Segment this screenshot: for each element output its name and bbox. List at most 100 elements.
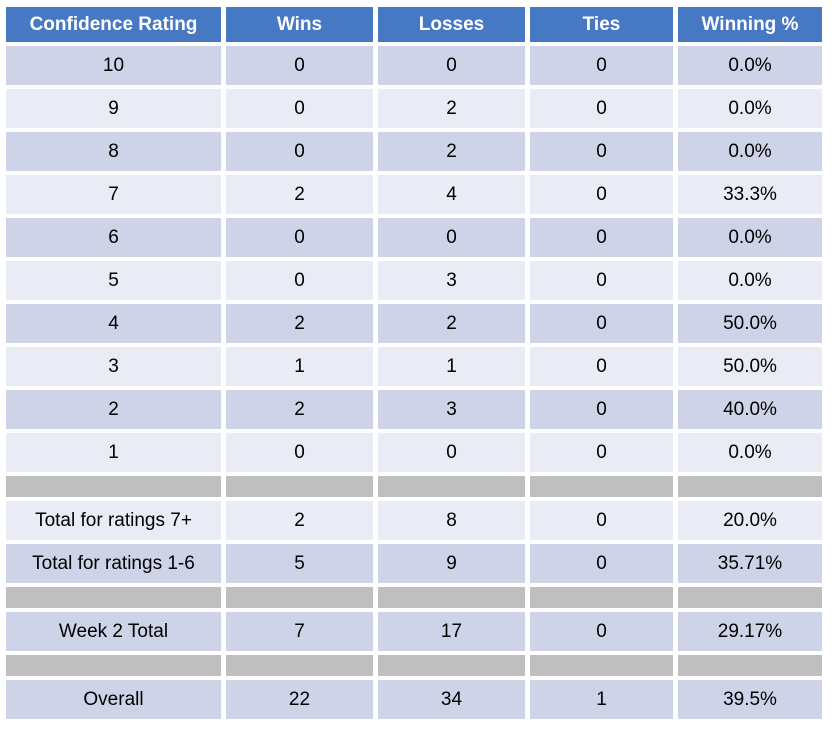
losses-cell: 17 — [378, 612, 525, 651]
separator-cell — [226, 655, 373, 676]
losses-cell: 2 — [378, 304, 525, 343]
rating-label-cell: Total for ratings 7+ — [6, 501, 221, 540]
winning-pct-cell: 29.17% — [678, 612, 822, 651]
separator-cell — [678, 587, 822, 608]
rating-label-cell: 2 — [6, 390, 221, 429]
wins-cell: 0 — [226, 433, 373, 472]
winning-pct-cell: 0.0% — [678, 46, 822, 85]
separator-cell — [530, 587, 673, 608]
ties-cell: 0 — [530, 347, 673, 386]
rating-label-cell: Week 2 Total — [6, 612, 221, 651]
wins-cell: 2 — [226, 390, 373, 429]
wins-cell: 2 — [226, 501, 373, 540]
table-row: 10 0 0 0 0.0% — [6, 46, 822, 85]
table-row: 6 0 0 0 0.0% — [6, 218, 822, 257]
winning-pct-cell: 39.5% — [678, 680, 822, 719]
ties-cell: 0 — [530, 175, 673, 214]
ties-cell: 0 — [530, 433, 673, 472]
rating-label-cell: 9 — [6, 89, 221, 128]
wins-cell: 7 — [226, 612, 373, 651]
separator-cell — [6, 587, 221, 608]
losses-cell: 4 — [378, 175, 525, 214]
losses-cell: 1 — [378, 347, 525, 386]
ties-cell: 0 — [530, 46, 673, 85]
separator-cell — [678, 476, 822, 497]
header-ties: Ties — [530, 7, 673, 42]
wins-cell: 5 — [226, 544, 373, 583]
losses-cell: 0 — [378, 433, 525, 472]
table-row: Total for ratings 1-6 5 9 0 35.71% — [6, 544, 822, 583]
table-row: Week 2 Total 7 17 0 29.17% — [6, 612, 822, 651]
wins-cell: 0 — [226, 46, 373, 85]
table-row: Overall 22 34 1 39.5% — [6, 680, 822, 719]
rating-label-cell: Overall — [6, 680, 221, 719]
table-row: 1 0 0 0 0.0% — [6, 433, 822, 472]
rating-label-cell: Total for ratings 1-6 — [6, 544, 221, 583]
wins-cell: 1 — [226, 347, 373, 386]
separator-cell — [226, 476, 373, 497]
ties-cell: 0 — [530, 218, 673, 257]
separator-cell — [6, 655, 221, 676]
rating-label-cell: 4 — [6, 304, 221, 343]
winning-pct-cell: 20.0% — [678, 501, 822, 540]
table-row: 3 1 1 0 50.0% — [6, 347, 822, 386]
header-confidence-rating: Confidence Rating — [6, 7, 221, 42]
ties-cell: 0 — [530, 501, 673, 540]
rating-label-cell: 10 — [6, 46, 221, 85]
ties-cell: 0 — [530, 544, 673, 583]
winning-pct-cell: 35.71% — [678, 544, 822, 583]
winning-pct-cell: 0.0% — [678, 433, 822, 472]
wins-cell: 0 — [226, 132, 373, 171]
losses-cell: 3 — [378, 261, 525, 300]
winning-pct-cell: 50.0% — [678, 304, 822, 343]
winning-pct-cell: 33.3% — [678, 175, 822, 214]
table-row: 2 2 3 0 40.0% — [6, 390, 822, 429]
wins-cell: 2 — [226, 175, 373, 214]
table-row: 9 0 2 0 0.0% — [6, 89, 822, 128]
ties-cell: 0 — [530, 612, 673, 651]
losses-cell: 3 — [378, 390, 525, 429]
wins-cell: 0 — [226, 261, 373, 300]
header-row: Confidence Rating Wins Losses Ties Winni… — [6, 7, 822, 42]
ties-cell: 1 — [530, 680, 673, 719]
confidence-results-table: Confidence Rating Wins Losses Ties Winni… — [1, 3, 827, 723]
winning-pct-cell: 0.0% — [678, 132, 822, 171]
losses-cell: 34 — [378, 680, 525, 719]
wins-cell: 0 — [226, 218, 373, 257]
separator-row — [6, 587, 822, 608]
separator-cell — [378, 655, 525, 676]
winning-pct-cell: 50.0% — [678, 347, 822, 386]
rating-label-cell: 7 — [6, 175, 221, 214]
ties-cell: 0 — [530, 261, 673, 300]
losses-cell: 9 — [378, 544, 525, 583]
losses-cell: 8 — [378, 501, 525, 540]
rating-label-cell: 6 — [6, 218, 221, 257]
ties-cell: 0 — [530, 89, 673, 128]
separator-row — [6, 655, 822, 676]
wins-cell: 0 — [226, 89, 373, 128]
losses-cell: 0 — [378, 46, 525, 85]
losses-cell: 2 — [378, 132, 525, 171]
rating-label-cell: 8 — [6, 132, 221, 171]
losses-cell: 2 — [378, 89, 525, 128]
separator-cell — [226, 587, 373, 608]
ties-cell: 0 — [530, 304, 673, 343]
separator-cell — [378, 476, 525, 497]
rating-label-cell: 5 — [6, 261, 221, 300]
header-wins: Wins — [226, 7, 373, 42]
separator-cell — [678, 655, 822, 676]
table-body: 10 0 0 0 0.0% 9 0 2 0 0.0% 8 0 2 0 0.0% 7 2 4 0 33.3% 6 0 0 0 0.… — [6, 46, 822, 719]
separator-cell — [530, 476, 673, 497]
table-row: 7 2 4 0 33.3% — [6, 175, 822, 214]
separator-cell — [6, 476, 221, 497]
separator-row — [6, 476, 822, 497]
rating-label-cell: 1 — [6, 433, 221, 472]
winning-pct-cell: 0.0% — [678, 261, 822, 300]
header-losses: Losses — [378, 7, 525, 42]
table-row: 5 0 3 0 0.0% — [6, 261, 822, 300]
table-row: 4 2 2 0 50.0% — [6, 304, 822, 343]
winning-pct-cell: 0.0% — [678, 218, 822, 257]
table-row: 8 0 2 0 0.0% — [6, 132, 822, 171]
ties-cell: 0 — [530, 132, 673, 171]
header-winning-pct: Winning % — [678, 7, 822, 42]
